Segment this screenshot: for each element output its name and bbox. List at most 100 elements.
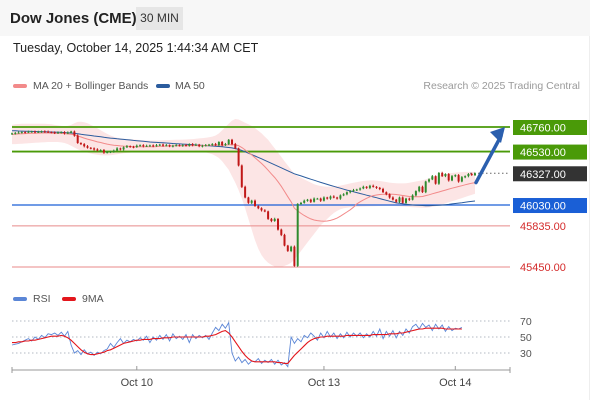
candle-body-18	[70, 131, 73, 133]
candle-body-11	[47, 131, 50, 133]
datetime-label: Tuesday, October 14, 2025 1:44:34 AM CET	[13, 41, 259, 55]
candle-body-72	[247, 197, 250, 203]
candle-body-36	[129, 146, 132, 148]
candle-body-112	[378, 187, 381, 189]
candle-body-52	[181, 145, 184, 147]
candle-body-139	[467, 174, 470, 177]
candle-body-27	[99, 150, 102, 151]
candle-body-91	[309, 199, 312, 202]
candle-body-88	[300, 202, 302, 204]
candle-body-57	[198, 144, 201, 147]
candle-body-10	[43, 131, 46, 133]
candle-body-69	[237, 148, 240, 166]
9ma-legend-label: 9MA	[82, 293, 104, 305]
candle-body-8	[37, 131, 40, 133]
candle-body-28	[102, 150, 105, 153]
candle-body-34	[122, 147, 125, 150]
candle-body-70	[240, 165, 243, 187]
candle-body-134	[451, 176, 453, 181]
candle-body-127	[428, 179, 430, 182]
candle-body-98	[332, 196, 335, 198]
bollinger-band-area	[12, 119, 475, 267]
ma20-line	[11, 132, 476, 222]
candle-body-104	[352, 190, 355, 192]
candle-body-32	[116, 148, 119, 151]
projection-arrow-head	[490, 127, 505, 143]
candle-body-25	[93, 148, 96, 150]
instrument-title: Dow Jones (CME)	[10, 10, 137, 27]
candle-body-6	[30, 131, 33, 133]
candle-body-102	[345, 192, 348, 195]
candle-body-68	[234, 144, 237, 149]
candle-body-4	[24, 132, 27, 134]
rsi-legend-label: RSI	[33, 293, 51, 305]
candle-body-126	[424, 181, 427, 193]
candle-body-54	[188, 144, 191, 146]
candle-body-59	[204, 145, 207, 147]
candle-body-136	[457, 175, 460, 182]
chart-header	[0, 0, 590, 36]
candle-body-65	[224, 144, 227, 146]
candle-body-44	[155, 145, 158, 147]
candle-body-23	[86, 146, 89, 148]
candle-body-95	[322, 197, 325, 201]
candle-body-29	[106, 152, 109, 154]
candle-body-84	[286, 245, 289, 251]
candle-body-140	[470, 174, 473, 176]
candle-body-92	[313, 198, 316, 202]
candle-body-33	[119, 148, 122, 150]
candle-body-96	[326, 197, 329, 199]
last-price-badge	[513, 166, 587, 182]
ma50-line	[11, 130, 476, 207]
candle-body-103	[349, 191, 352, 193]
candle-body-114	[385, 192, 388, 195]
candle-body-9	[40, 131, 43, 133]
candle-body-51	[178, 145, 181, 147]
candle-body-106	[359, 188, 362, 190]
candle-body-39	[139, 145, 142, 147]
candle-body-22	[83, 144, 86, 147]
candle-body-99	[336, 197, 339, 199]
candle-body-13	[53, 132, 56, 134]
candle-body-77	[263, 210, 266, 212]
candle-body-2	[17, 132, 20, 134]
candle-body-137	[460, 177, 463, 182]
candle-body-117	[395, 199, 398, 202]
timeframe-button[interactable]: 30 MIN	[136, 7, 183, 30]
candle-body-85	[290, 246, 293, 251]
candle-body-128	[431, 176, 434, 180]
candle-body-50	[175, 145, 178, 147]
ma50-legend-label: MA 50	[175, 80, 205, 92]
candle-body-55	[191, 144, 194, 146]
candle-body-83	[283, 234, 286, 246]
candle-body-132	[444, 174, 447, 177]
candle-body-109	[368, 185, 371, 188]
ma20-legend-swatch	[13, 84, 27, 88]
candle-body-16	[63, 132, 66, 134]
candle-body-53	[185, 145, 187, 147]
candle-body-75	[257, 206, 260, 209]
pivot-label-4: 46030.00	[520, 201, 566, 213]
candle-body-97	[329, 196, 332, 199]
candle-body-113	[382, 189, 384, 193]
candle-body-41	[145, 145, 148, 147]
candle-body-94	[319, 198, 322, 201]
candle-body-76	[260, 208, 263, 211]
candle-body-122	[411, 195, 414, 200]
rsi-tick-70: 70	[520, 316, 532, 328]
candle-body-90	[306, 199, 309, 201]
candle-body-111	[375, 186, 378, 188]
candle-body-26	[96, 149, 99, 151]
candle-body-93	[316, 198, 319, 200]
candle-body-115	[388, 194, 391, 198]
projection-arrow-shaft	[474, 134, 503, 185]
candle-body-131	[441, 173, 444, 177]
ma20-legend-label: MA 20 + Bollinger Bands	[33, 80, 149, 92]
candle-body-73	[250, 200, 253, 203]
candle-body-61	[211, 144, 214, 146]
candle-body-60	[208, 144, 210, 146]
resistance-label-1: 46760.00	[520, 123, 566, 135]
resistance-badge-1	[513, 120, 587, 135]
pivot-badge-4	[513, 198, 587, 214]
candle-body-100	[339, 195, 342, 199]
